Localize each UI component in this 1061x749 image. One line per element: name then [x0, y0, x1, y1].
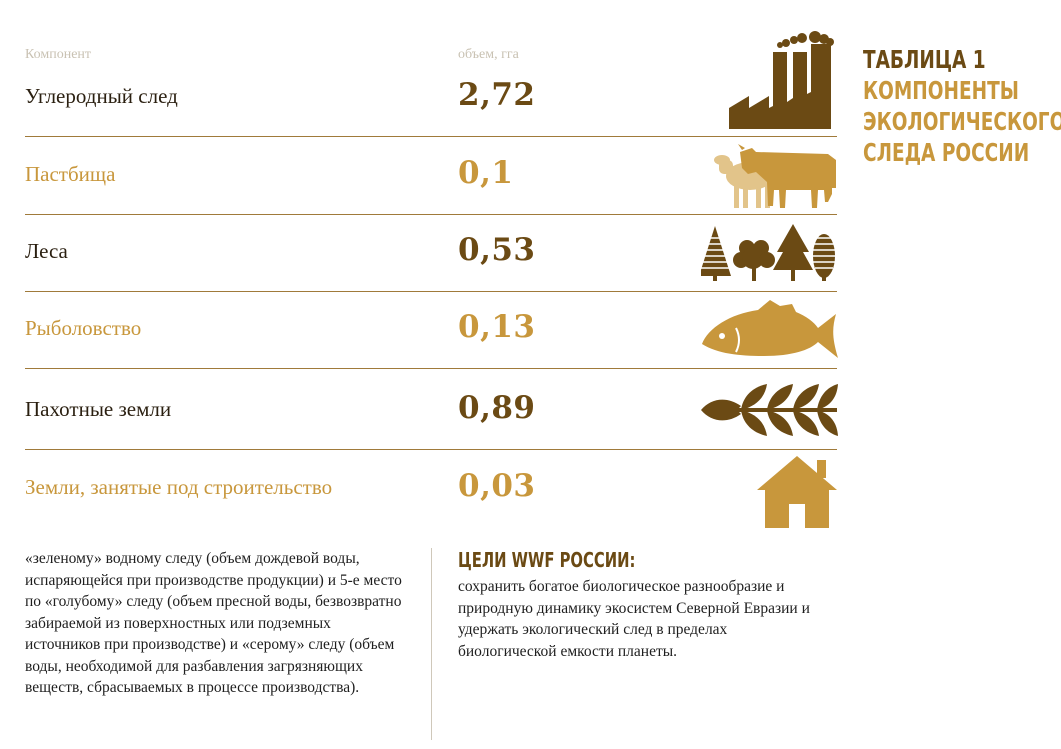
water-footprint-paragraph: «зеленому» водному следу (объем дождевой… — [25, 550, 402, 696]
row-value: 0,13 — [458, 309, 536, 345]
row-name: Пахотные земли — [25, 397, 172, 421]
wheat-icon — [701, 384, 838, 436]
row-name: Пастбища — [25, 162, 116, 186]
row-divider — [25, 449, 837, 450]
title-line-2: КОМПОНЕНТЫ — [863, 76, 1019, 105]
row-divider — [25, 368, 837, 369]
row-divider — [25, 291, 837, 292]
row-name: Углеродный след — [25, 84, 178, 108]
column-header-volume: объем, гга — [458, 47, 519, 62]
livestock-icon — [714, 144, 836, 208]
trees-icon — [701, 224, 835, 281]
row-value: 0,53 — [458, 232, 536, 268]
table-title: ТАБЛИЦА 1 КОМПОНЕНТЫ ЭКОЛОГИЧЕСКОГО СЛЕД… — [863, 44, 1061, 168]
title-line-3: ЭКОЛОГИЧЕСКОГО — [863, 107, 1061, 136]
row-divider — [25, 136, 837, 137]
title-line-1: ТАБЛИЦА 1 — [863, 45, 986, 74]
row-divider — [25, 214, 837, 215]
row-value: 0,03 — [458, 468, 536, 504]
row-value: 0,1 — [458, 155, 514, 191]
factory-icon — [729, 31, 834, 129]
column-divider — [431, 548, 432, 740]
row-name: Леса — [25, 239, 68, 263]
title-line-4: СЛЕДА РОССИИ — [863, 138, 1030, 167]
fish-icon — [702, 300, 838, 358]
row-name: Земли, занятые под строительство — [25, 475, 333, 499]
goals-paragraph: сохранить богатое биологическое разнообр… — [458, 578, 810, 660]
row-value: 0,89 — [458, 390, 536, 426]
row-name: Рыболовство — [25, 316, 142, 340]
goals-heading: ЦЕЛИ WWF РОССИИ: — [458, 548, 636, 572]
house-icon — [757, 456, 837, 528]
column-header-component: Компонент — [25, 47, 92, 62]
row-value: 2,72 — [458, 77, 536, 113]
